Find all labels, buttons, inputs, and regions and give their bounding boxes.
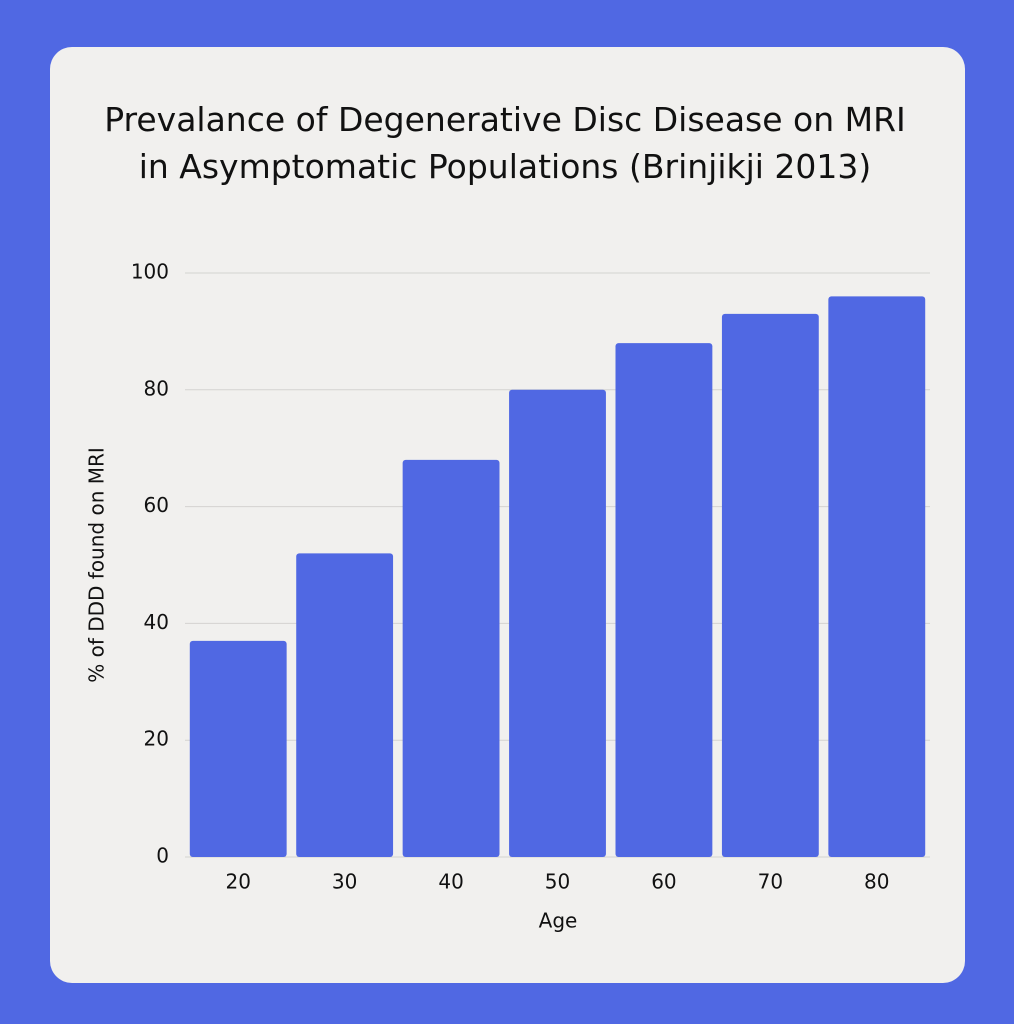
chart-title: Prevalance of Degenerative Disc Disease … — [104, 100, 906, 186]
x-tick-label: 20 — [225, 870, 250, 894]
y-tick-label: 40 — [144, 610, 169, 634]
x-tick-label: 50 — [545, 870, 570, 894]
bar — [296, 553, 394, 857]
x-tick-label: 60 — [651, 870, 676, 894]
x-tick-label: 70 — [758, 870, 783, 894]
y-tick-label: 100 — [131, 260, 169, 284]
x-tick-label: 40 — [438, 870, 463, 894]
bar — [615, 343, 713, 858]
bar — [189, 640, 287, 857]
bar — [509, 389, 606, 857]
y-tick-label: 20 — [144, 727, 169, 751]
y-tick-label: 0 — [156, 844, 169, 868]
y-axis-label: % of DDD found on MRI — [85, 447, 109, 683]
y-tick-label: 60 — [144, 493, 169, 517]
bar — [402, 459, 500, 857]
bar — [828, 296, 926, 857]
bar — [721, 313, 819, 857]
x-axis-label: Age — [539, 909, 578, 933]
x-tick-label: 30 — [332, 870, 357, 894]
y-tick-label: 80 — [144, 376, 169, 400]
x-tick-label: 80 — [864, 870, 889, 894]
